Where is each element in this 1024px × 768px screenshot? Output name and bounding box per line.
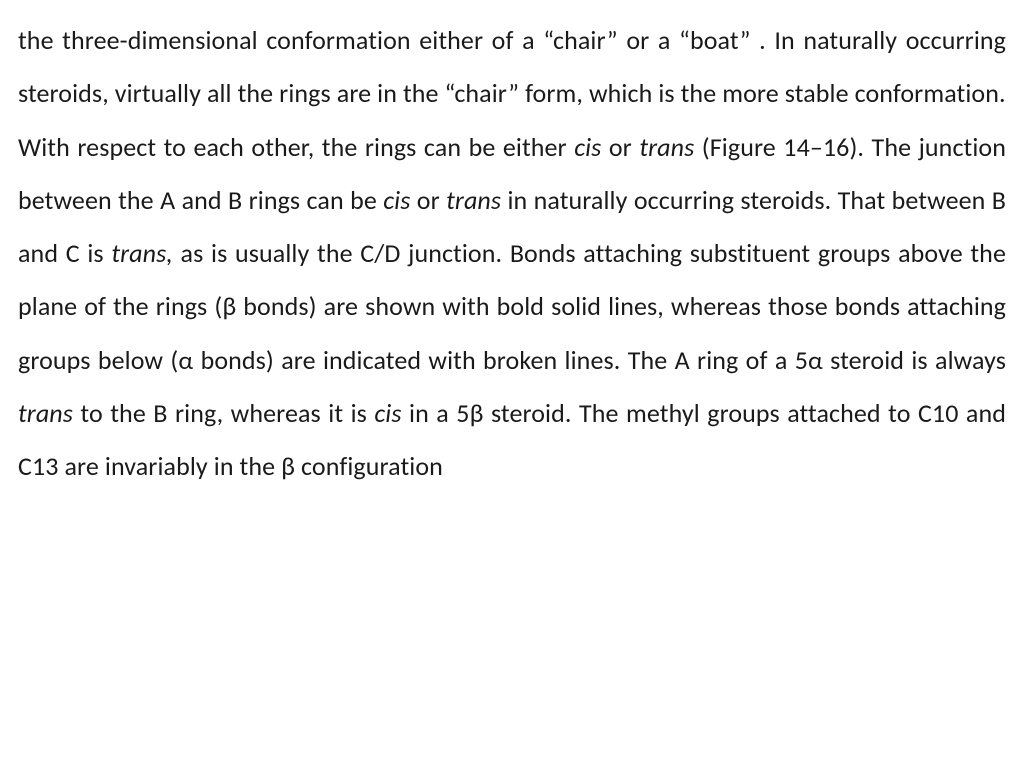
paragraph-2: With respect to each other, the rings ca… bbox=[18, 121, 1006, 494]
text-run-italic: cis bbox=[383, 184, 410, 216]
text-run-italic: trans bbox=[18, 397, 73, 429]
text-run: or bbox=[601, 131, 639, 163]
text-run-italic: trans bbox=[446, 184, 501, 216]
paragraph-1: the three-dimensional conformation eithe… bbox=[18, 14, 1006, 121]
text-run: to the B ring, whereas it is bbox=[73, 397, 374, 429]
text-run: the three-dimensional conformation eithe… bbox=[18, 24, 1006, 109]
text-run-italic: cis bbox=[574, 131, 601, 163]
text-run-italic: trans bbox=[639, 131, 694, 163]
document-page: the three-dimensional conformation eithe… bbox=[0, 0, 1024, 768]
text-run-italic: cis bbox=[374, 397, 401, 429]
text-run: or bbox=[410, 184, 446, 216]
text-run: With respect to each other, the rings ca… bbox=[18, 131, 574, 163]
text-run-italic: trans, bbox=[111, 237, 173, 269]
